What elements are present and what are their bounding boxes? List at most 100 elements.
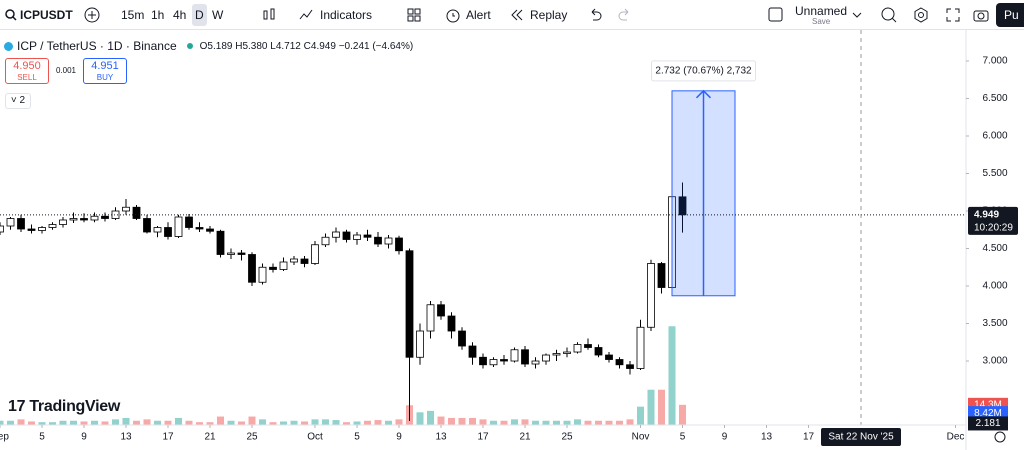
replay-icon[interactable] bbox=[510, 8, 524, 22]
layout-menu[interactable] bbox=[852, 10, 862, 20]
volume-bar bbox=[595, 420, 602, 425]
volume-bar bbox=[290, 420, 298, 425]
price-label: 2.181 bbox=[975, 418, 1000, 429]
quick-search[interactable] bbox=[880, 6, 898, 24]
candle-body bbox=[426, 304, 435, 332]
buy-price: 4.951 bbox=[91, 60, 119, 72]
replay[interactable]: Replay bbox=[530, 8, 568, 22]
candle-body bbox=[552, 353, 561, 356]
symbol-logo bbox=[4, 41, 13, 51]
candle-body bbox=[90, 215, 99, 221]
alert[interactable]: Alert bbox=[466, 8, 491, 22]
volume-bar bbox=[269, 422, 277, 425]
candle-body bbox=[258, 266, 267, 283]
settings[interactable] bbox=[912, 6, 930, 24]
volume-bar bbox=[17, 419, 25, 425]
last-price-label: 4.949 bbox=[974, 209, 999, 220]
sell-price: 4.950 bbox=[13, 60, 41, 72]
candle-body bbox=[468, 345, 477, 358]
x-tick-label: Oct bbox=[307, 432, 323, 443]
volume-bar bbox=[668, 326, 676, 425]
crosshair-label: Sat 22 Nov '25 bbox=[828, 432, 894, 443]
x-tick-label: 9 bbox=[396, 432, 402, 443]
fullscreen[interactable] bbox=[944, 6, 962, 24]
volume-bar bbox=[647, 389, 655, 425]
candle-body bbox=[237, 252, 246, 255]
indicators-toggle[interactable]: ˅ 2 bbox=[5, 93, 31, 109]
volume-bar bbox=[374, 420, 382, 425]
y-tick-label: 3.500 bbox=[982, 318, 1007, 329]
candle-body bbox=[143, 218, 151, 233]
candle-body bbox=[615, 359, 624, 366]
x-tick-label: 9 bbox=[722, 432, 728, 443]
candle-body bbox=[573, 344, 582, 353]
sell-button[interactable]: 4.950 SELL bbox=[5, 58, 49, 84]
x-tick-label: Sep bbox=[0, 432, 9, 443]
chart-type-icon[interactable] bbox=[262, 7, 276, 23]
interval[interactable]: W bbox=[212, 8, 224, 22]
layout-status: Save bbox=[812, 17, 831, 26]
interval[interactable]: 4h bbox=[173, 8, 187, 22]
publish[interactable]: Pu bbox=[996, 3, 1024, 27]
ohlc-value: 4.712 bbox=[275, 40, 301, 52]
indicators[interactable]: Indicators bbox=[320, 8, 373, 22]
candle-body bbox=[416, 330, 424, 358]
candle-body bbox=[636, 326, 645, 369]
search-icon bbox=[5, 9, 17, 21]
candle-body bbox=[584, 344, 592, 348]
volume-bar bbox=[122, 417, 130, 425]
interval[interactable]: 1h bbox=[151, 8, 165, 22]
buy-button[interactable]: 4.951 BUY bbox=[83, 58, 127, 84]
symbol[interactable]: ICPUSDT bbox=[20, 8, 73, 22]
volume-bar bbox=[133, 420, 140, 425]
candle-body bbox=[69, 218, 78, 221]
volume-bar bbox=[143, 419, 151, 425]
candle-body bbox=[269, 266, 277, 270]
ohlc-value: 5.189 bbox=[207, 40, 233, 52]
layout-checkbox[interactable] bbox=[768, 7, 784, 23]
logo: 17 TradingView bbox=[8, 398, 120, 416]
add-symbol[interactable] bbox=[84, 7, 100, 23]
countdown-label: 10:20:29 bbox=[974, 222, 1013, 233]
x-tick-label: 5 bbox=[354, 432, 360, 443]
candle-body bbox=[48, 224, 57, 228]
volume-bar bbox=[427, 410, 434, 425]
snapshot[interactable] bbox=[972, 6, 990, 24]
volume-bar bbox=[0, 420, 4, 425]
price-label-box bbox=[968, 416, 1008, 431]
candle-body bbox=[332, 231, 340, 238]
candle-body bbox=[605, 354, 613, 360]
x-tick-label: 5 bbox=[39, 432, 45, 443]
candle-body bbox=[0, 225, 4, 233]
x-tick-label: 13 bbox=[120, 432, 132, 443]
volume-bar bbox=[364, 420, 371, 425]
sell-label: SELL bbox=[17, 73, 37, 82]
indicators-icon[interactable] bbox=[298, 7, 314, 23]
volume-bar bbox=[38, 422, 46, 425]
volume-bar bbox=[490, 420, 497, 425]
x-tick-label: 17 bbox=[162, 432, 174, 443]
layout-name[interactable]: Unnamed bbox=[795, 4, 848, 18]
candle-body bbox=[153, 227, 162, 233]
volume-bar bbox=[112, 419, 119, 425]
volume-bar bbox=[458, 417, 466, 425]
candle-body bbox=[395, 237, 403, 252]
volume-bar bbox=[322, 419, 329, 425]
redo[interactable] bbox=[618, 8, 632, 22]
measure-arrowhead bbox=[695, 89, 712, 99]
volume-bar bbox=[469, 417, 476, 425]
volume-bar bbox=[49, 422, 56, 425]
undo[interactable] bbox=[588, 8, 602, 22]
templates-icon[interactable] bbox=[406, 7, 422, 23]
interval-active[interactable]: D bbox=[192, 4, 207, 26]
candle-body bbox=[657, 263, 666, 288]
measure-label: 2.732 (70.67%) 2,732 bbox=[655, 65, 752, 76]
candle-body bbox=[447, 315, 456, 332]
candle-body bbox=[216, 230, 225, 255]
candle-body bbox=[311, 244, 319, 264]
alert-icon[interactable] bbox=[444, 6, 462, 24]
interval[interactable]: 15m bbox=[121, 8, 145, 22]
volume-bar bbox=[605, 420, 613, 425]
volume-bar bbox=[448, 417, 455, 425]
